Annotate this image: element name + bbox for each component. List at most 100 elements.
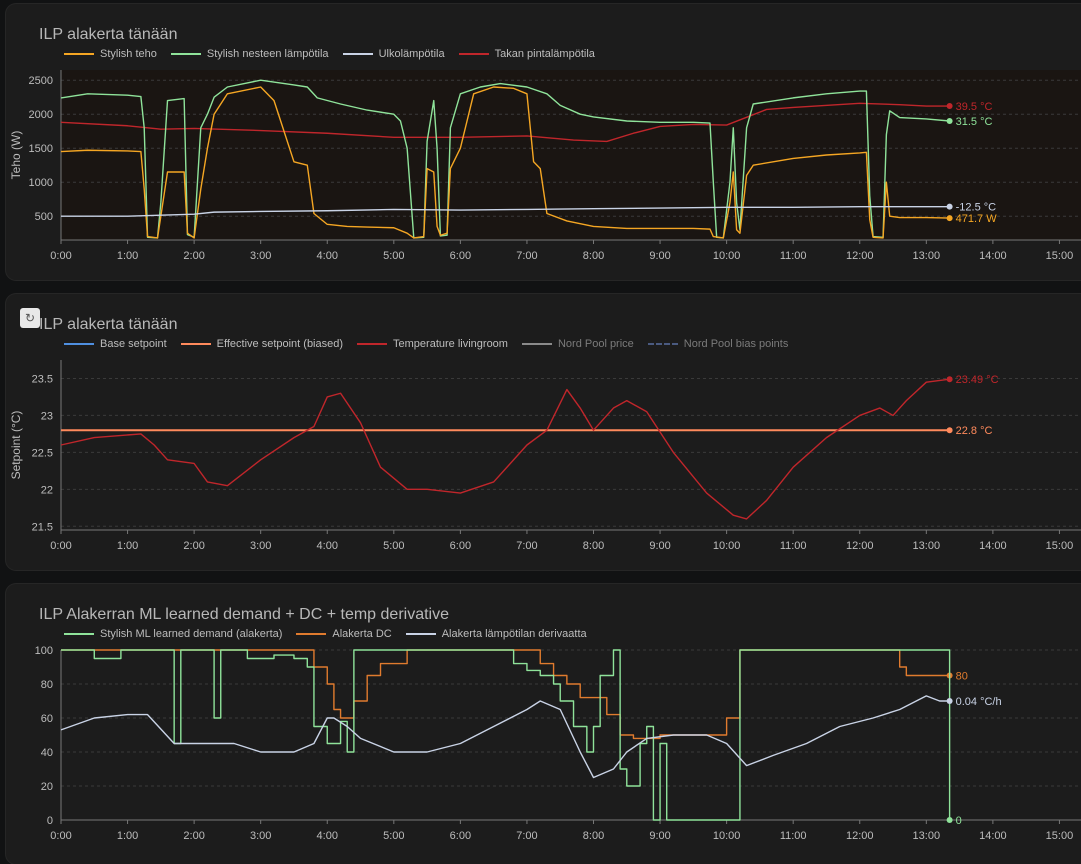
x-tick-label: 15:00 [1046,830,1074,842]
chart-legend: Stylish teho Stylish nesteen lämpötila Ulk… [64,48,609,60]
y-tick-label: 1000 [29,177,53,189]
legend-item[interactable]: Ulkolämpötila [342,48,445,60]
x-tick-label: 15:00 [1046,540,1074,552]
series-end-label: 39.5 °C [956,101,993,113]
x-tick-label: 9:00 [649,830,670,842]
x-tick-label: 11:00 [780,830,807,842]
x-tick-label: 14:00 [979,830,1007,842]
x-tick-label: 6:00 [450,830,471,842]
series-line[interactable] [61,649,951,821]
legend-label: Base setpoint [100,338,167,350]
legend-label: Nord Pool price [557,338,634,350]
x-tick-label: 4:00 [317,830,338,842]
chart-title: ILP Alakerran ML learned demand + DC + t… [39,606,449,623]
chart-legend: Stylish ML learned demand (alakerta) Alak… [64,628,601,640]
series-end-point[interactable] [946,817,953,823]
y-axis-label: Setpoint (°C) [9,411,23,480]
legend-item[interactable]: Nord Pool price [521,338,634,350]
x-tick-label: 7:00 [516,540,537,552]
legend-swatch [458,53,489,55]
x-tick-label: 3:00 [250,830,271,842]
legend-swatch [180,343,211,345]
legend-item[interactable]: Temperature livingroom [357,338,508,350]
legend-item[interactable]: Nord Pool bias points [647,338,789,350]
series-end-point[interactable] [946,376,953,383]
x-tick-label: 5:00 [383,830,404,842]
power-chart: 500 1000 1500 2000 2500 0:00 1:00 2:00 3:00 4:00 5… [9,70,1081,262]
legend-label: Stylish teho [100,48,157,60]
chart-title: ILP alakerta tänään [39,316,178,333]
series-end-label: 80 [956,671,968,683]
series-end-point[interactable] [946,698,953,704]
x-tick-label: 7:00 [516,830,537,842]
x-tick-label: 12:00 [846,830,874,842]
series-line[interactable] [60,102,950,143]
x-tick-label: 8:00 [583,250,604,262]
legend-label: Nord Pool bias points [683,338,789,350]
series-end-label: 31.5 °C [956,116,993,128]
legend-item[interactable]: Effective setpoint (biased) [180,338,344,350]
refresh-icon[interactable]: ↻ [20,308,40,328]
legend-item[interactable]: Takan pintalämpötila [458,48,595,60]
x-tick-label: 11:00 [780,250,807,262]
x-tick-label: 9:00 [649,540,670,552]
y-tick-label: 0 [47,815,53,827]
y-tick-label: 80 [41,679,53,691]
y-axis-label: Teho (W) [9,131,23,180]
series-line[interactable] [61,205,950,217]
legend-item[interactable]: Stylish teho [64,48,157,60]
plot-area [61,70,1081,240]
x-tick-label: 0:00 [50,540,71,552]
y-tick-label: 40 [41,747,53,759]
legend-label: Temperature livingroom [393,338,508,350]
series-end-label: 0.04 °C/h [956,696,1002,708]
series-line[interactable] [60,695,950,779]
series-end-point[interactable] [946,103,953,110]
x-tick-label: 11:00 [780,540,807,552]
x-tick-label: 2:00 [183,250,204,262]
legend-label: Alakerta lämpötilan derivaatta [441,628,587,640]
y-tick-label: 22.5 [32,447,53,459]
legend-item[interactable]: Stylish ML learned demand (alakerta) [64,628,282,640]
legend-label: Ulkolämpötila [378,48,445,60]
series-end-point[interactable] [946,427,953,434]
legend-label: Takan pintalämpötila [494,48,595,60]
x-tick-label: 0:00 [50,830,71,842]
x-tick-label: 10:00 [713,540,741,552]
y-tick-label: 23.5 [32,373,53,385]
legend-item[interactable]: Alakerta DC [296,628,392,640]
series-line[interactable] [61,649,950,740]
legend-label: Alakerta DC [332,628,392,640]
x-tick-label: 0:00 [50,250,71,262]
x-tick-label: 6:00 [450,540,471,552]
power-chart-card: ILP alakerta tänään Stylish teho Stylish … [6,4,1081,280]
setpoint-chart: 21.5 22 22.5 23 23.5 0:00 1:00 2:00 3:00 4:00 5:00… [9,360,1081,552]
legend-swatch [521,343,552,345]
legend-label: Effective setpoint (biased) [216,338,344,350]
x-tick-label: 10:00 [713,830,741,842]
series-line[interactable] [60,378,950,520]
y-tick-label: 23 [41,410,53,422]
y-tick-label: 100 [35,645,53,657]
x-tick-label: 2:00 [183,830,204,842]
series-end-point[interactable] [946,215,953,222]
x-tick-label: 1:00 [117,250,138,262]
y-tick-label: 2000 [29,109,53,121]
series-end-point[interactable] [946,203,953,210]
x-tick-label: 12:00 [846,540,874,552]
legend-item[interactable]: Base setpoint [64,338,167,350]
chart-legend: Base setpoint Effective setpoint (biased)… [64,338,802,350]
legend-item[interactable]: Alakerta lämpötilan derivaatta [405,628,587,640]
x-tick-label: 13:00 [913,830,941,842]
x-tick-label: 8:00 [583,830,604,842]
legend-swatch [342,53,373,55]
y-tick-label: 21.5 [32,521,53,533]
y-tick-label: 2500 [29,75,53,87]
y-tick-label: 500 [35,211,53,223]
legend-item[interactable]: Stylish nesteen lämpötila [170,48,329,60]
series-line[interactable] [60,86,950,239]
series-end-point[interactable] [946,118,953,124]
x-tick-label: 6:00 [450,250,471,262]
x-tick-label: 10:00 [713,250,741,262]
x-tick-label: 8:00 [583,540,604,552]
